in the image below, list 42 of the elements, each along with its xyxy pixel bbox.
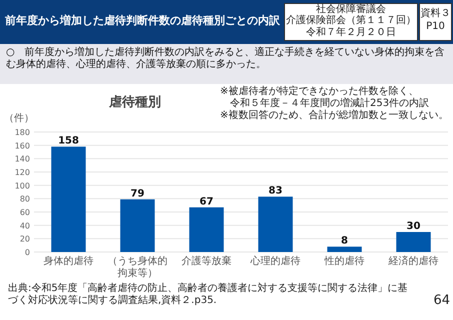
y-tick-label: 180 (14, 128, 30, 137)
text: ※複数回答のため、合計が総増加数と一致しない。 (220, 110, 450, 122)
data-label: 79 (130, 188, 144, 200)
x-tick-label: 介護等放棄 (180, 256, 232, 268)
text: 社会保障審議会 (315, 4, 387, 15)
data-label: 158 (58, 136, 79, 147)
text: 前年度から増加した虐待判断件数の虐待種別ごとの内訳 (5, 14, 281, 28)
chart-subtitle: ○ 前年度から増加した虐待判断件数の内訳をみると、適正な手続きを経ていない身体的拘束を含む身体的虐待、心理的虐待、介護等放棄の順に多かった。 (6, 47, 446, 70)
y-tick-label: 40 (20, 221, 30, 230)
data-label: 8 (341, 236, 348, 247)
bar (327, 246, 362, 252)
x-tick-label: 性的虐待 (323, 256, 366, 268)
y-tick-label: 0 (24, 248, 30, 257)
bar (120, 199, 155, 252)
data-label: 30 (406, 221, 420, 232)
y-tick-label: 120 (14, 168, 30, 177)
bar (396, 232, 431, 252)
data-label: 83 (268, 186, 282, 197)
y-tick-label: 60 (20, 208, 30, 217)
chart-title: 虐待種別 (108, 95, 162, 111)
text: P10 (425, 21, 446, 32)
source-note: 出典:令和5年度「高齢者虐待の防止、高齢者の養護者に対する支援等に関する法律」に基づく対応状況等に関する調査結果,資料２.p35. (8, 283, 409, 306)
text: 資料３ (420, 8, 452, 20)
bar (258, 196, 293, 252)
text: ※被虐待者が特定できなかった件数を除く、 (220, 86, 420, 98)
y-axis-title: （件） (4, 113, 34, 124)
y-tick-label: 160 (14, 141, 30, 150)
y-tick-label: 80 (20, 194, 30, 204)
text: 介護保険部会（第１１７回） (285, 15, 417, 26)
y-tick-label: 140 (14, 154, 30, 164)
x-tick-label: 経済的虐待 (388, 256, 440, 268)
x-tick-label: 身体的虐待 (42, 256, 94, 268)
y-tick-label: 100 (14, 181, 30, 190)
data-label: 67 (200, 196, 214, 208)
y-tick-label: 20 (20, 234, 30, 244)
text: 64 (432, 293, 450, 309)
bar (189, 207, 224, 252)
x-tick-label: 心理的虐待 (249, 256, 302, 268)
bar (51, 146, 86, 252)
x-tick-label: （うち身体的拘束等） (106, 256, 168, 279)
text: 令和５年度－４年度間の増減計253件の内訳 (230, 98, 430, 110)
text: 令和７年２月２０日 (305, 27, 397, 38)
